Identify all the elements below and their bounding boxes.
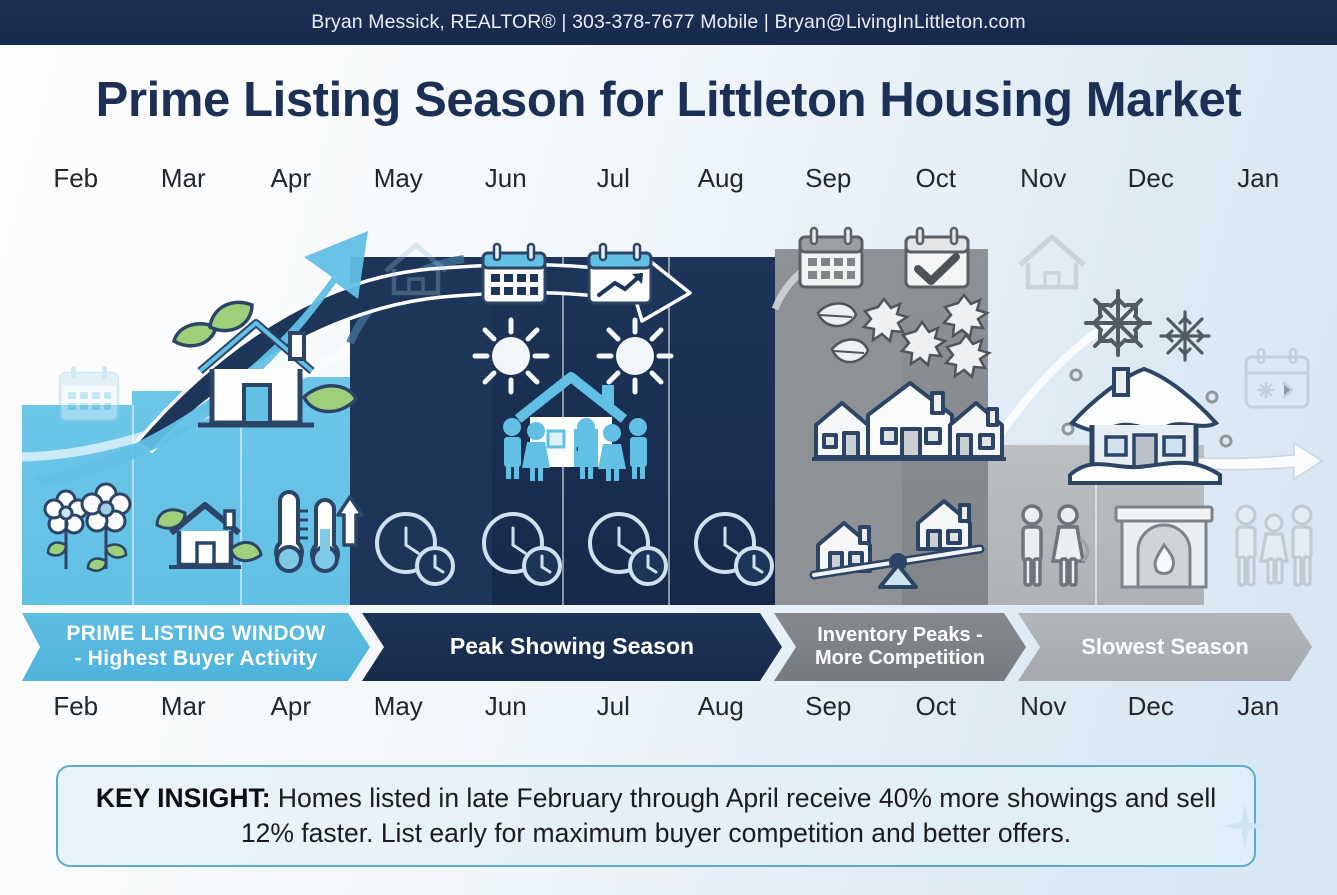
grid-divider: [240, 419, 242, 605]
calendar-trend-icon: [587, 242, 653, 305]
grid-divider: [132, 405, 134, 605]
sun-icon: [472, 317, 550, 395]
contact-bar: Bryan Messick, REALTOR® | 303-378-7677 M…: [0, 0, 1337, 45]
month-label: Jun: [484, 691, 527, 721]
month-label: Feb: [53, 163, 99, 193]
month-label: Aug: [697, 163, 744, 193]
snowflake-icon: [1159, 310, 1211, 362]
key-insight-label: KEY INSIGHT:: [95, 783, 271, 814]
falling-leaves-icon: [816, 292, 992, 380]
month-label: Oct: [915, 163, 956, 193]
month-label: Aug: [697, 691, 744, 721]
month-label: Dec: [1127, 691, 1174, 721]
month-label: Nov: [1020, 163, 1067, 193]
clock-icon: [482, 512, 562, 586]
month-label: Mar: [160, 163, 206, 193]
house-with-buyers-icon: [503, 372, 647, 481]
month-label: Jan: [1237, 691, 1280, 721]
month-label: Jul: [596, 691, 630, 721]
house-leaf-icon: [155, 502, 263, 569]
family-group-icon: [1235, 504, 1313, 587]
month-label: May: [373, 691, 423, 721]
month-axis-top: Feb Mar Apr May Jun Jul Aug Sep Oct Nov …: [22, 163, 1312, 194]
fireplace-icon: [1114, 505, 1214, 589]
band-inventory-peaks[interactable]: Inventory Peaks - More Competition: [774, 613, 1026, 681]
couple-icon: [1021, 504, 1090, 587]
key-insight-body: Homes listed in late February through Ap…: [240, 783, 1217, 848]
calendar-icon: [798, 226, 864, 289]
calendar-icon: [481, 242, 547, 305]
calendar-icon: [58, 366, 120, 423]
month-axis-bottom: Feb Mar Apr May Jun Jul Aug Sep Oct Nov …: [22, 691, 1312, 722]
seesaw-balance-icon: [809, 499, 985, 589]
ghost-house-icon: [384, 242, 448, 296]
month-label: Jan: [1237, 163, 1280, 193]
month-label: Mar: [160, 691, 206, 721]
calendar-check-icon: [904, 226, 970, 289]
grid-divider: [1095, 445, 1097, 605]
key-insight-box: KEY INSIGHT: Homes listed in late Februa…: [56, 765, 1268, 867]
clock-icon: [375, 512, 455, 586]
month-label: Sep: [805, 691, 852, 721]
band-label-line2: More Competition: [815, 647, 985, 669]
snow-house-icon: [1068, 366, 1222, 485]
snow-dots-icon: [1061, 368, 1233, 448]
sun-icon: [596, 317, 674, 395]
band-label-line2: - Highest Buyer Activity: [74, 647, 318, 670]
month-label: Feb: [53, 691, 99, 721]
band-label-line1: Peak Showing Season: [449, 633, 695, 660]
clock-icon: [588, 512, 668, 586]
month-label: Sep: [805, 163, 852, 193]
calendar-snowflake-icon: [1244, 347, 1310, 409]
seasonal-activity-chart: [21, 205, 1324, 605]
thermometer-icon: [274, 490, 364, 573]
ghost-house-icon: [1018, 234, 1086, 290]
band-label-line1: Slowest Season: [1081, 634, 1249, 660]
page-title: Prime Listing Season for Littleton Housi…: [95, 73, 1242, 127]
band-label-line1: PRIME LISTING WINDOW: [66, 622, 326, 646]
month-label: Apr: [270, 163, 311, 193]
flowers-icon: [43, 482, 132, 572]
spring-house-leaf-icon: [171, 300, 359, 428]
month-label: Nov: [1020, 691, 1067, 721]
snowflake-icon: [1084, 289, 1152, 357]
month-label: Jun: [484, 163, 527, 193]
band-prime-listing-window[interactable]: PRIME LISTING WINDOW - Highest Buyer Act…: [22, 613, 370, 681]
clock-icon: [694, 512, 774, 586]
month-label: Apr: [270, 691, 311, 721]
band-peak-showing-season[interactable]: Peak Showing Season: [362, 613, 782, 681]
month-label: Jul: [596, 163, 630, 193]
grid-divider: [668, 257, 670, 605]
month-label: May: [373, 163, 423, 193]
season-band-row: PRIME LISTING WINDOW - Highest Buyer Act…: [22, 613, 1312, 681]
rising-arrow-icon: [36, 231, 368, 487]
band-label-line1: Inventory Peaks -: [817, 623, 983, 646]
month-label: Dec: [1127, 163, 1174, 193]
month-label: Oct: [915, 691, 956, 721]
sparkle-decoration-icon: [1222, 803, 1268, 849]
house-row-icon: [812, 381, 1006, 461]
contact-text: Bryan Messick, REALTOR® | 303-378-7677 M…: [311, 11, 1026, 33]
band-slowest-season[interactable]: Slowest Season: [1018, 613, 1312, 681]
